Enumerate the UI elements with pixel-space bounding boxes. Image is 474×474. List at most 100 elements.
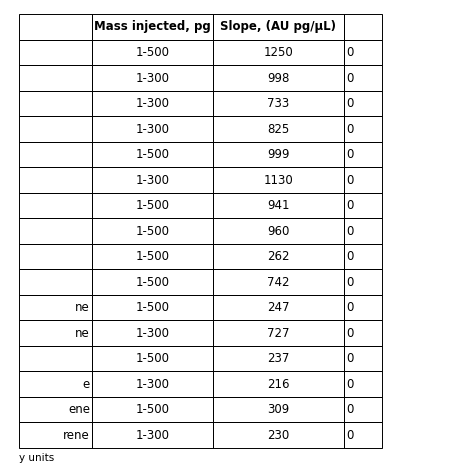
Text: 1-300: 1-300 xyxy=(136,122,170,136)
Bar xyxy=(344,320,382,346)
Bar xyxy=(213,244,344,269)
Text: 0: 0 xyxy=(346,352,354,365)
Bar xyxy=(92,40,213,65)
Text: 0: 0 xyxy=(346,250,354,263)
Text: 0: 0 xyxy=(346,403,354,416)
Bar xyxy=(19,65,92,91)
Text: 0: 0 xyxy=(346,199,354,212)
Bar xyxy=(213,142,344,167)
Bar xyxy=(213,219,344,244)
Bar xyxy=(213,91,344,116)
Text: ne: ne xyxy=(75,301,90,314)
Bar xyxy=(344,14,382,40)
Text: 237: 237 xyxy=(267,352,290,365)
Text: e: e xyxy=(83,378,90,391)
Bar xyxy=(344,142,382,167)
Bar xyxy=(19,372,92,397)
Text: 1-300: 1-300 xyxy=(136,97,170,110)
Bar xyxy=(213,65,344,91)
Text: 0: 0 xyxy=(346,275,354,289)
Bar xyxy=(19,397,92,422)
Bar xyxy=(213,397,344,422)
Text: 1130: 1130 xyxy=(264,173,293,187)
Bar xyxy=(92,116,213,142)
Bar xyxy=(344,422,382,448)
Bar xyxy=(213,269,344,295)
Bar xyxy=(344,269,382,295)
Bar xyxy=(344,116,382,142)
Text: y units: y units xyxy=(19,453,54,463)
Text: 0: 0 xyxy=(346,46,354,59)
Text: 1-300: 1-300 xyxy=(136,72,170,84)
Bar xyxy=(344,397,382,422)
Bar xyxy=(92,65,213,91)
Text: 0: 0 xyxy=(346,173,354,187)
Text: 309: 309 xyxy=(267,403,290,416)
Bar xyxy=(344,91,382,116)
Bar xyxy=(92,295,213,320)
Bar xyxy=(19,142,92,167)
Bar xyxy=(92,397,213,422)
Bar xyxy=(92,244,213,269)
Bar xyxy=(213,422,344,448)
Bar xyxy=(213,193,344,219)
Bar xyxy=(19,295,92,320)
Bar xyxy=(19,320,92,346)
Text: 1-500: 1-500 xyxy=(136,225,170,237)
Bar xyxy=(92,193,213,219)
Text: 1-500: 1-500 xyxy=(136,403,170,416)
Bar xyxy=(344,244,382,269)
Text: Slope, (AU pg/μL): Slope, (AU pg/μL) xyxy=(220,20,337,34)
Text: 0: 0 xyxy=(346,378,354,391)
Bar xyxy=(213,167,344,193)
Text: 1-300: 1-300 xyxy=(136,327,170,340)
Text: 230: 230 xyxy=(267,428,290,442)
Bar xyxy=(213,346,344,372)
Text: 727: 727 xyxy=(267,327,290,340)
Text: 1-500: 1-500 xyxy=(136,199,170,212)
Bar xyxy=(19,14,92,40)
Text: 1250: 1250 xyxy=(264,46,293,59)
Text: 1-300: 1-300 xyxy=(136,428,170,442)
Text: 1-500: 1-500 xyxy=(136,352,170,365)
Bar xyxy=(19,269,92,295)
Text: 960: 960 xyxy=(267,225,290,237)
Bar xyxy=(344,40,382,65)
Bar xyxy=(92,269,213,295)
Text: 999: 999 xyxy=(267,148,290,161)
Text: 733: 733 xyxy=(267,97,290,110)
Bar xyxy=(344,346,382,372)
Text: 742: 742 xyxy=(267,275,290,289)
Text: 0: 0 xyxy=(346,97,354,110)
Text: rene: rene xyxy=(64,428,90,442)
Bar xyxy=(19,40,92,65)
Bar xyxy=(213,14,344,40)
Bar xyxy=(344,219,382,244)
Bar xyxy=(213,372,344,397)
Bar xyxy=(19,244,92,269)
Text: 1-300: 1-300 xyxy=(136,173,170,187)
Bar xyxy=(344,295,382,320)
Bar xyxy=(213,295,344,320)
Bar xyxy=(344,193,382,219)
Text: 1-500: 1-500 xyxy=(136,46,170,59)
Text: 998: 998 xyxy=(267,72,290,84)
Bar xyxy=(92,167,213,193)
Text: 1-500: 1-500 xyxy=(136,301,170,314)
Text: 0: 0 xyxy=(346,148,354,161)
Bar xyxy=(19,219,92,244)
Bar xyxy=(19,346,92,372)
Bar xyxy=(92,346,213,372)
Bar xyxy=(213,320,344,346)
Text: 825: 825 xyxy=(267,122,290,136)
Bar xyxy=(344,167,382,193)
Text: Mass injected, pg: Mass injected, pg xyxy=(94,20,211,34)
Bar xyxy=(92,91,213,116)
Bar xyxy=(344,372,382,397)
Text: 1-500: 1-500 xyxy=(136,250,170,263)
Bar xyxy=(19,193,92,219)
Bar xyxy=(92,14,213,40)
Text: ne: ne xyxy=(75,327,90,340)
Text: 0: 0 xyxy=(346,72,354,84)
Bar xyxy=(92,320,213,346)
